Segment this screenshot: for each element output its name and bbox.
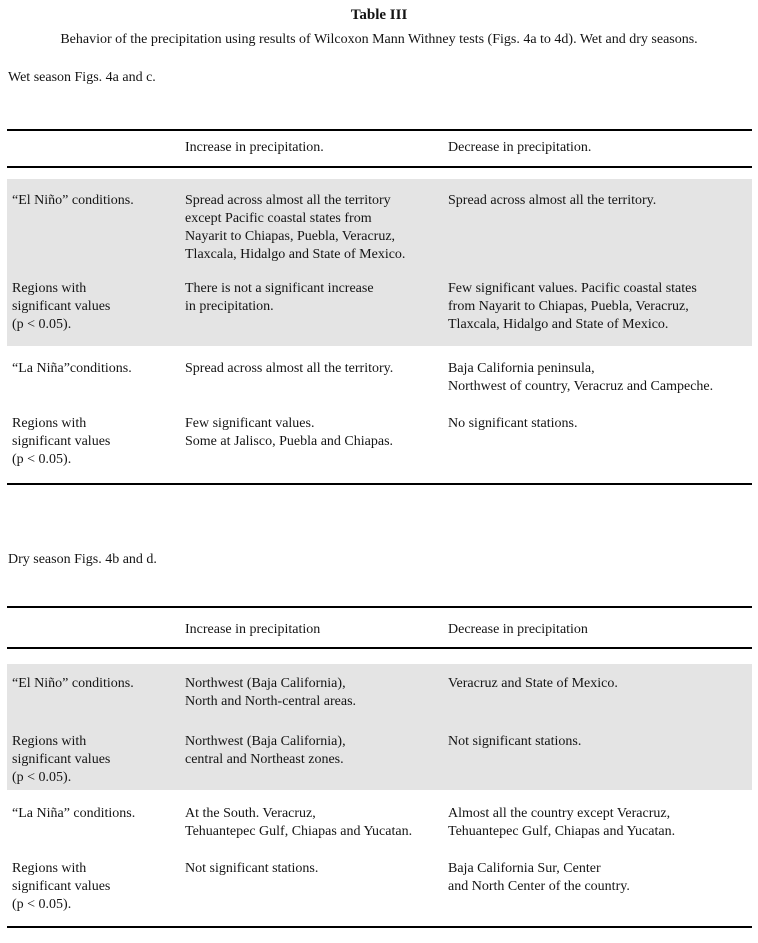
row-label: “El Niño” conditions. — [12, 676, 134, 691]
decrease-cell: Almost all the country except Veracruz, … — [448, 806, 676, 839]
increase-cell: Few significant values. Some at Jalisco,… — [185, 416, 394, 449]
increase-cell: Northwest (Baja California), central and… — [185, 734, 346, 767]
dry-header-rule — [7, 647, 752, 649]
dry-season-label: Dry season Figs. 4b and d. — [8, 552, 157, 567]
dry-row-la-nina-significant: Regions with significant values (p < 0.0… — [7, 846, 752, 926]
wet-row-el-nino: “El Niño” conditions. Spread across almo… — [7, 179, 752, 272]
wet-row-la-nina: “La Niña”conditions. Spread across almos… — [7, 346, 752, 415]
dry-header-decrease: Decrease in precipitation — [448, 622, 588, 637]
row-label: “La Niña” conditions. — [12, 806, 136, 821]
wet-header-rule — [7, 166, 752, 168]
dry-header-gap — [7, 649, 752, 664]
wet-header-increase: Increase in precipitation. — [185, 140, 324, 155]
wet-header-decrease: Decrease in precipitation. — [448, 140, 592, 155]
decrease-cell: No significant stations. — [448, 416, 578, 431]
increase-cell: Spread across almost all the territory. — [185, 361, 394, 376]
increase-cell: Northwest (Baja California), North and N… — [185, 676, 357, 709]
increase-cell: There is not a significant increase in p… — [185, 281, 374, 314]
increase-cell: Spread across almost all the territory e… — [185, 193, 406, 262]
decrease-cell: Spread across almost all the territory. — [448, 193, 657, 208]
decrease-cell: Baja California peninsula, Northwest of … — [448, 361, 714, 394]
table-caption: Behavior of the precipitation using resu… — [60, 32, 698, 47]
row-label: “La Niña”conditions. — [12, 361, 132, 376]
decrease-cell: Baja California Sur, Center and North Ce… — [448, 861, 630, 894]
wet-header-row: Increase in precipitation. Decrease in p… — [7, 131, 752, 166]
decrease-cell: Few significant values. Pacific coastal … — [448, 281, 697, 332]
row-label: Regions with significant values (p < 0.0… — [12, 416, 111, 467]
dry-table-top-rule — [7, 606, 752, 608]
dry-season-table: Increase in precipitation Decrease in pr… — [7, 606, 752, 928]
dry-header-empty-cell — [7, 621, 185, 639]
dry-table-bottom-rule — [7, 926, 752, 928]
wet-season-label: Wet season Figs. 4a and c. — [8, 70, 156, 85]
row-label: Regions with significant values (p < 0.0… — [12, 281, 111, 332]
wet-row-la-nina-significant: Regions with significant values (p < 0.0… — [7, 415, 752, 483]
dry-row-la-nina: “La Niña” conditions. At the South. Vera… — [7, 790, 752, 846]
decrease-cell: Veracruz and State of Mexico. — [448, 676, 618, 691]
wet-row-el-nino-significant: Regions with significant values (p < 0.0… — [7, 272, 752, 346]
dry-header-increase: Increase in precipitation — [185, 622, 321, 637]
row-label: Regions with significant values (p < 0.0… — [12, 861, 111, 912]
decrease-cell: Not significant stations. — [448, 734, 582, 749]
dry-header-row: Increase in precipitation Decrease in pr… — [7, 608, 752, 647]
wet-table-top-rule — [7, 129, 752, 131]
increase-cell: At the South. Veracruz, Tehuantepec Gulf… — [185, 806, 413, 839]
wet-season-table: Increase in precipitation. Decrease in p… — [7, 129, 752, 485]
row-label: “El Niño” conditions. — [12, 193, 134, 208]
dry-row-el-nino-significant: Regions with significant values (p < 0.0… — [7, 721, 752, 790]
dry-shaded-band: “El Niño” conditions. Northwest (Baja Ca… — [7, 664, 752, 790]
dry-row-el-nino: “El Niño” conditions. Northwest (Baja Ca… — [7, 664, 752, 721]
wet-header-empty-cell — [7, 139, 185, 157]
table-title: Table III — [350, 7, 408, 23]
increase-cell: Not significant stations. — [185, 861, 319, 876]
wet-header-gap — [7, 168, 752, 179]
row-label: Regions with significant values (p < 0.0… — [12, 734, 111, 785]
wet-shaded-band: “El Niño” conditions. Spread across almo… — [7, 179, 752, 346]
wet-table-bottom-rule — [7, 483, 752, 485]
